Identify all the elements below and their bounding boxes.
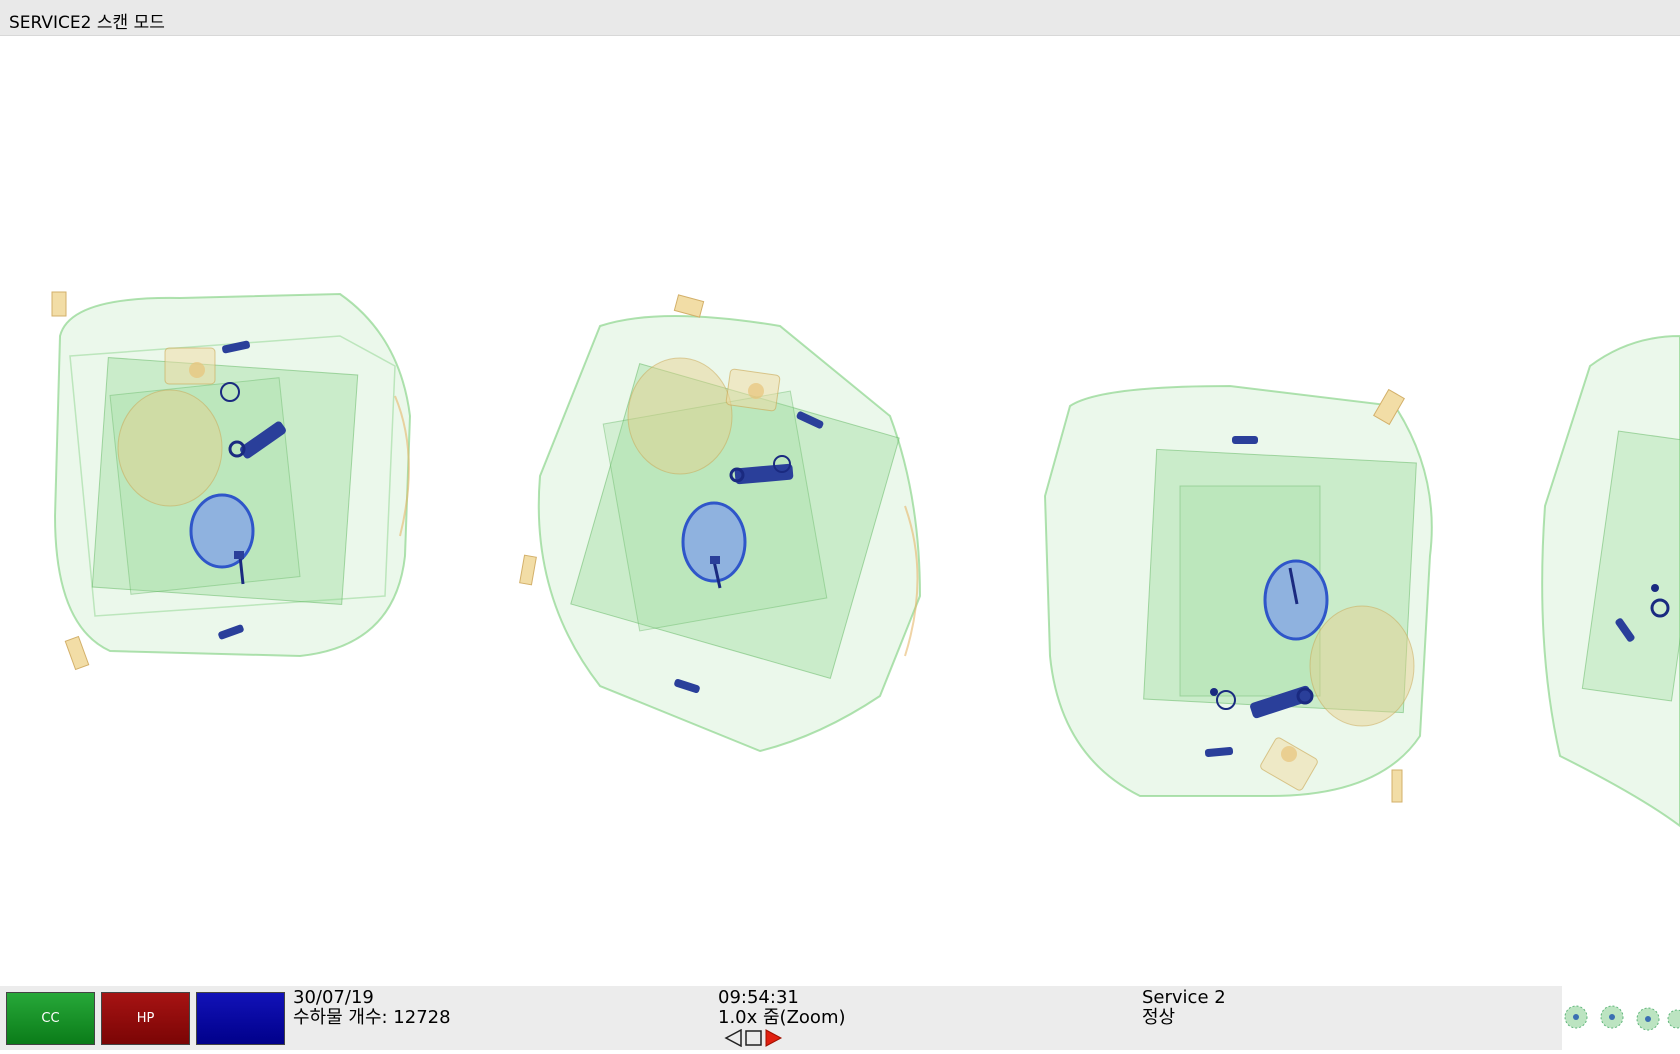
xray-image xyxy=(51,291,1680,828)
bag-thumbnail-1[interactable] xyxy=(1564,1005,1588,1029)
time-text: 09:54:31 xyxy=(718,987,799,1008)
bag-thumbnail-3[interactable] xyxy=(1636,1007,1660,1031)
status-bar: CC HP 30/07/19 수하물 개수: 12728 09:54:31 1.… xyxy=(0,986,1562,1050)
xray-bag-1 xyxy=(51,291,412,671)
cc-button[interactable]: CC xyxy=(6,992,95,1045)
bag-thumbnail-strip[interactable] xyxy=(1562,986,1680,1050)
xray-bag-4-partial xyxy=(1541,334,1680,828)
hp-button-label: HP xyxy=(136,1011,155,1026)
square-outline-icon[interactable] xyxy=(745,1030,762,1046)
bag-thumbnail-2[interactable] xyxy=(1600,1005,1624,1029)
window-title: SERVICE2 스캔 모드 xyxy=(9,13,165,33)
xray-scan-view[interactable] xyxy=(0,36,1680,986)
zoom-text: 1.0x 줌(Zoom) xyxy=(718,1007,846,1028)
triangle-left-outline-icon[interactable] xyxy=(724,1028,742,1048)
mode-name-text: Service 2 xyxy=(1142,987,1226,1008)
bag-thumbnail-4[interactable] xyxy=(1667,1009,1680,1029)
date-text: 30/07/19 xyxy=(293,987,374,1008)
image-nav-controls xyxy=(724,1028,784,1048)
triangle-right-red-icon[interactable] xyxy=(765,1029,783,1047)
xray-bag-2 xyxy=(519,294,922,753)
bag-count-text: 수하물 개수: 12728 xyxy=(293,1007,451,1028)
mode-status-text: 정상 xyxy=(1142,1007,1176,1028)
hp-button[interactable]: HP xyxy=(101,992,190,1045)
blue-function-button[interactable] xyxy=(196,992,285,1045)
title-bar: SERVICE2 스캔 모드 xyxy=(0,0,1680,36)
xray-bag-3 xyxy=(1043,384,1433,803)
cc-button-label: CC xyxy=(41,1011,60,1026)
